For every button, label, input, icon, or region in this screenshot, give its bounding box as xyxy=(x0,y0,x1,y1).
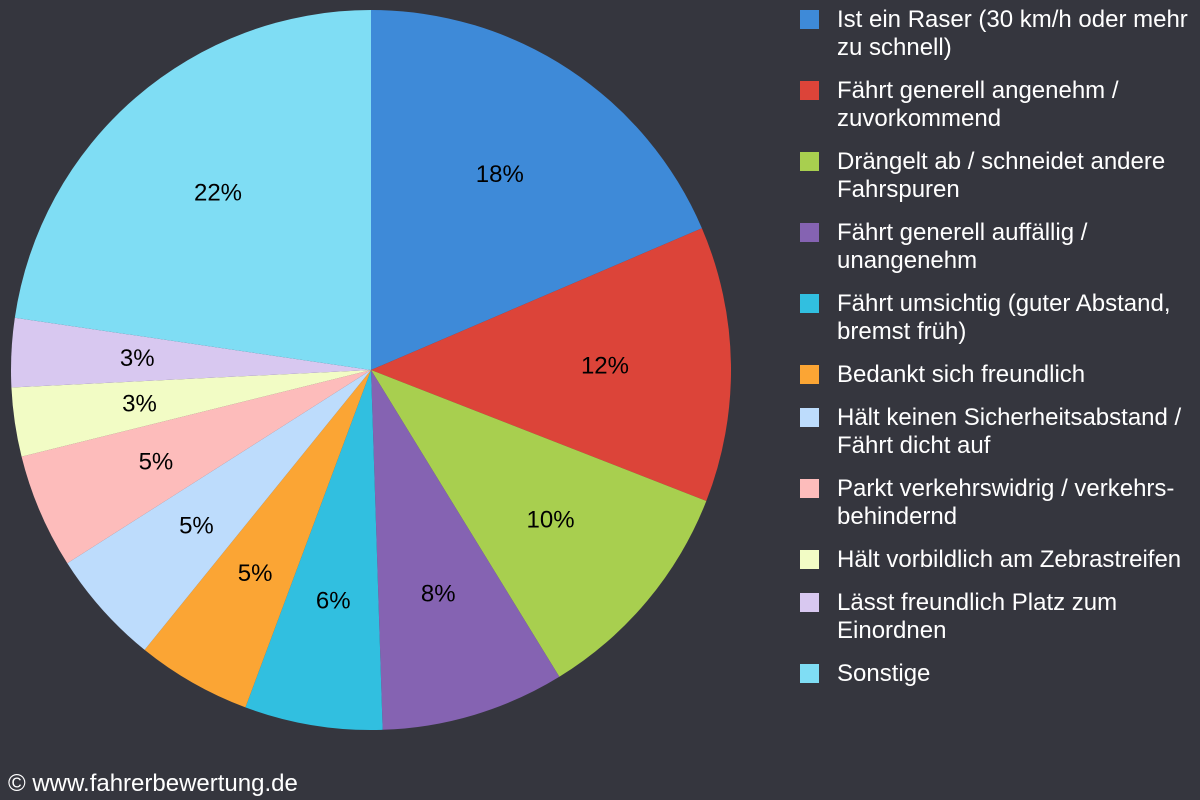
legend-label: Hält vorbildlich am Zebrastreifen xyxy=(837,546,1182,573)
legend-label: Fährt umsichtig (guter Abstand, bremst f… xyxy=(837,290,1171,345)
legend-swatch xyxy=(800,152,819,171)
slice-data-label-3: 10% xyxy=(527,507,575,534)
pie-slice-3 xyxy=(371,370,707,677)
slice-data-label-8: 5% xyxy=(139,449,174,476)
slice-data-label-5: 6% xyxy=(316,587,351,614)
slice-data-label-4: 8% xyxy=(421,581,456,608)
legend: Ist ein Raser (30 km/h oder mehr zu schn… xyxy=(800,6,1196,703)
pie-slice-4 xyxy=(371,370,560,730)
legend-entry-6: Bedankt sich freundlich xyxy=(800,361,1196,389)
legend-label: Sonstige xyxy=(837,660,931,687)
legend-swatch xyxy=(800,408,819,427)
pie-slice-7 xyxy=(67,370,371,650)
legend-entry-4: Fährt generell auffällig / unangenehm xyxy=(800,219,1196,275)
legend-swatch xyxy=(800,550,819,569)
legend-label: Parkt verkehrswidrig / verkehrs-behinder… xyxy=(837,475,1175,530)
legend-entry-9: Hält vorbildlich am Zebrastreifen xyxy=(800,546,1196,574)
slice-data-label-6: 5% xyxy=(238,560,273,587)
legend-swatch xyxy=(800,479,819,498)
pie-slice-1 xyxy=(371,10,702,370)
slice-data-label-9: 3% xyxy=(122,390,157,417)
legend-swatch xyxy=(800,664,819,683)
pie-slice-5 xyxy=(245,370,383,731)
legend-swatch xyxy=(800,365,819,384)
legend-label: Lässt freundlich Platz zum Einordnen xyxy=(837,589,1118,644)
pie-slice-9 xyxy=(11,370,371,457)
pie-slice-2 xyxy=(371,228,731,502)
legend-entry-5: Fährt umsichtig (guter Abstand, bremst f… xyxy=(800,290,1196,346)
legend-entry-8: Parkt verkehrswidrig / verkehrs-behinder… xyxy=(800,475,1196,531)
legend-label: Fährt generell angenehm / zuvorkommend xyxy=(837,77,1119,132)
legend-entry-3: Drängelt ab / schneidet andere Fahrspure… xyxy=(800,148,1196,204)
slice-data-label-11: 22% xyxy=(194,179,242,206)
legend-entry-7: Hält keinen Sicherheitsabstand / Fährt d… xyxy=(800,404,1196,460)
legend-entry-2: Fährt generell angenehm / zuvorkommend xyxy=(800,77,1196,133)
pie-slice-11 xyxy=(14,10,371,370)
legend-entry-10: Lässt freundlich Platz zum Einordnen xyxy=(800,589,1196,645)
pie-slice-8 xyxy=(21,370,371,564)
legend-swatch xyxy=(800,593,819,612)
legend-label: Hält keinen Sicherheitsabstand / Fährt d… xyxy=(837,404,1182,459)
legend-label: Fährt generell auffällig / unangenehm xyxy=(837,219,1088,274)
legend-entry-11: Sonstige xyxy=(800,660,1196,688)
legend-label: Drängelt ab / schneidet andere Fahrspure… xyxy=(837,148,1166,203)
copyright-footer: © www.fahrerbewertung.de xyxy=(8,770,298,797)
legend-label: Ist ein Raser (30 km/h oder mehr zu schn… xyxy=(837,6,1188,61)
pie-chart: 18% 12% 10% 8% 6% 5% 5% 5% 3% 3% 22% xyxy=(11,10,731,731)
slice-data-label-10: 3% xyxy=(120,345,155,372)
legend-entry-1: Ist ein Raser (30 km/h oder mehr zu schn… xyxy=(800,6,1196,62)
legend-swatch xyxy=(800,223,819,242)
legend-label: Bedankt sich freundlich xyxy=(837,361,1086,388)
pie-slice-6 xyxy=(144,370,371,708)
legend-swatch xyxy=(800,81,819,100)
legend-swatch xyxy=(800,294,819,313)
slice-data-label-7: 5% xyxy=(179,512,214,539)
slice-data-label-2: 12% xyxy=(581,353,629,380)
legend-swatch xyxy=(800,10,819,29)
pie-slice-10 xyxy=(11,317,372,388)
slice-data-label-1: 18% xyxy=(476,161,524,188)
